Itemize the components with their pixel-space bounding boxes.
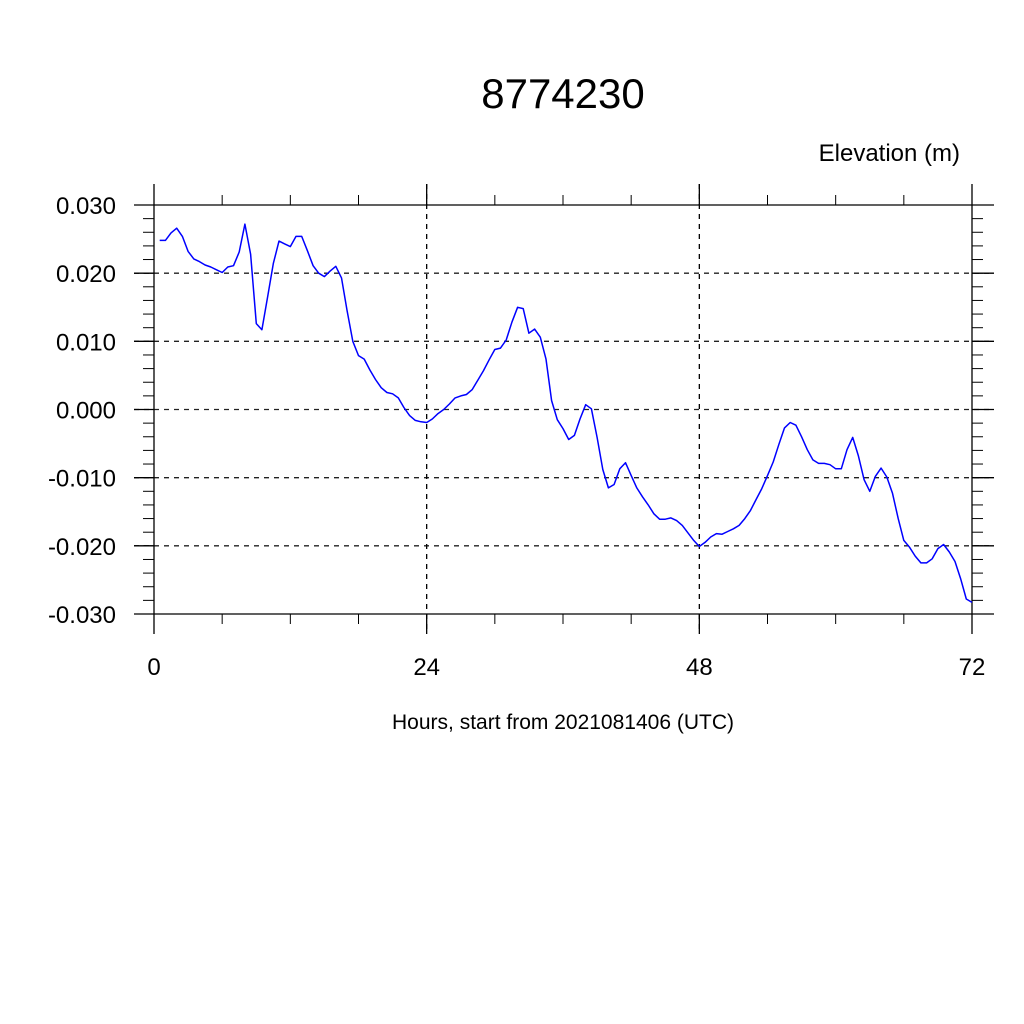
y-tick-label: -0.010 <box>48 466 116 493</box>
y-tick-labels: 0.030 0.020 0.010 0.000 -0.010 -0.020 -0.030 <box>48 193 116 629</box>
y-tick-label: 0.010 <box>56 329 116 356</box>
series-group <box>159 223 973 604</box>
x-tick-labels: 0 24 48 72 <box>147 654 985 681</box>
axes <box>134 184 994 634</box>
y-tick-label: -0.030 <box>48 602 116 629</box>
y-tick-label: 0.000 <box>56 398 116 425</box>
x-axis-label: Hours, start from 2021081406 (UTC) <box>392 711 734 734</box>
x-tick-label: 24 <box>413 654 440 681</box>
x-tick-label: 0 <box>147 654 160 681</box>
y-axis-label: Elevation (m) <box>819 140 960 167</box>
y-tick-label: 0.030 <box>56 193 116 220</box>
series-line-elevation <box>159 223 973 604</box>
y-tick-label: -0.020 <box>48 534 116 561</box>
chart-title: 8774230 <box>481 70 645 117</box>
y-tick-label: 0.020 <box>56 261 116 288</box>
grid-lines <box>134 184 994 634</box>
x-tick-label: 72 <box>959 654 986 681</box>
x-tick-label: 48 <box>686 654 713 681</box>
